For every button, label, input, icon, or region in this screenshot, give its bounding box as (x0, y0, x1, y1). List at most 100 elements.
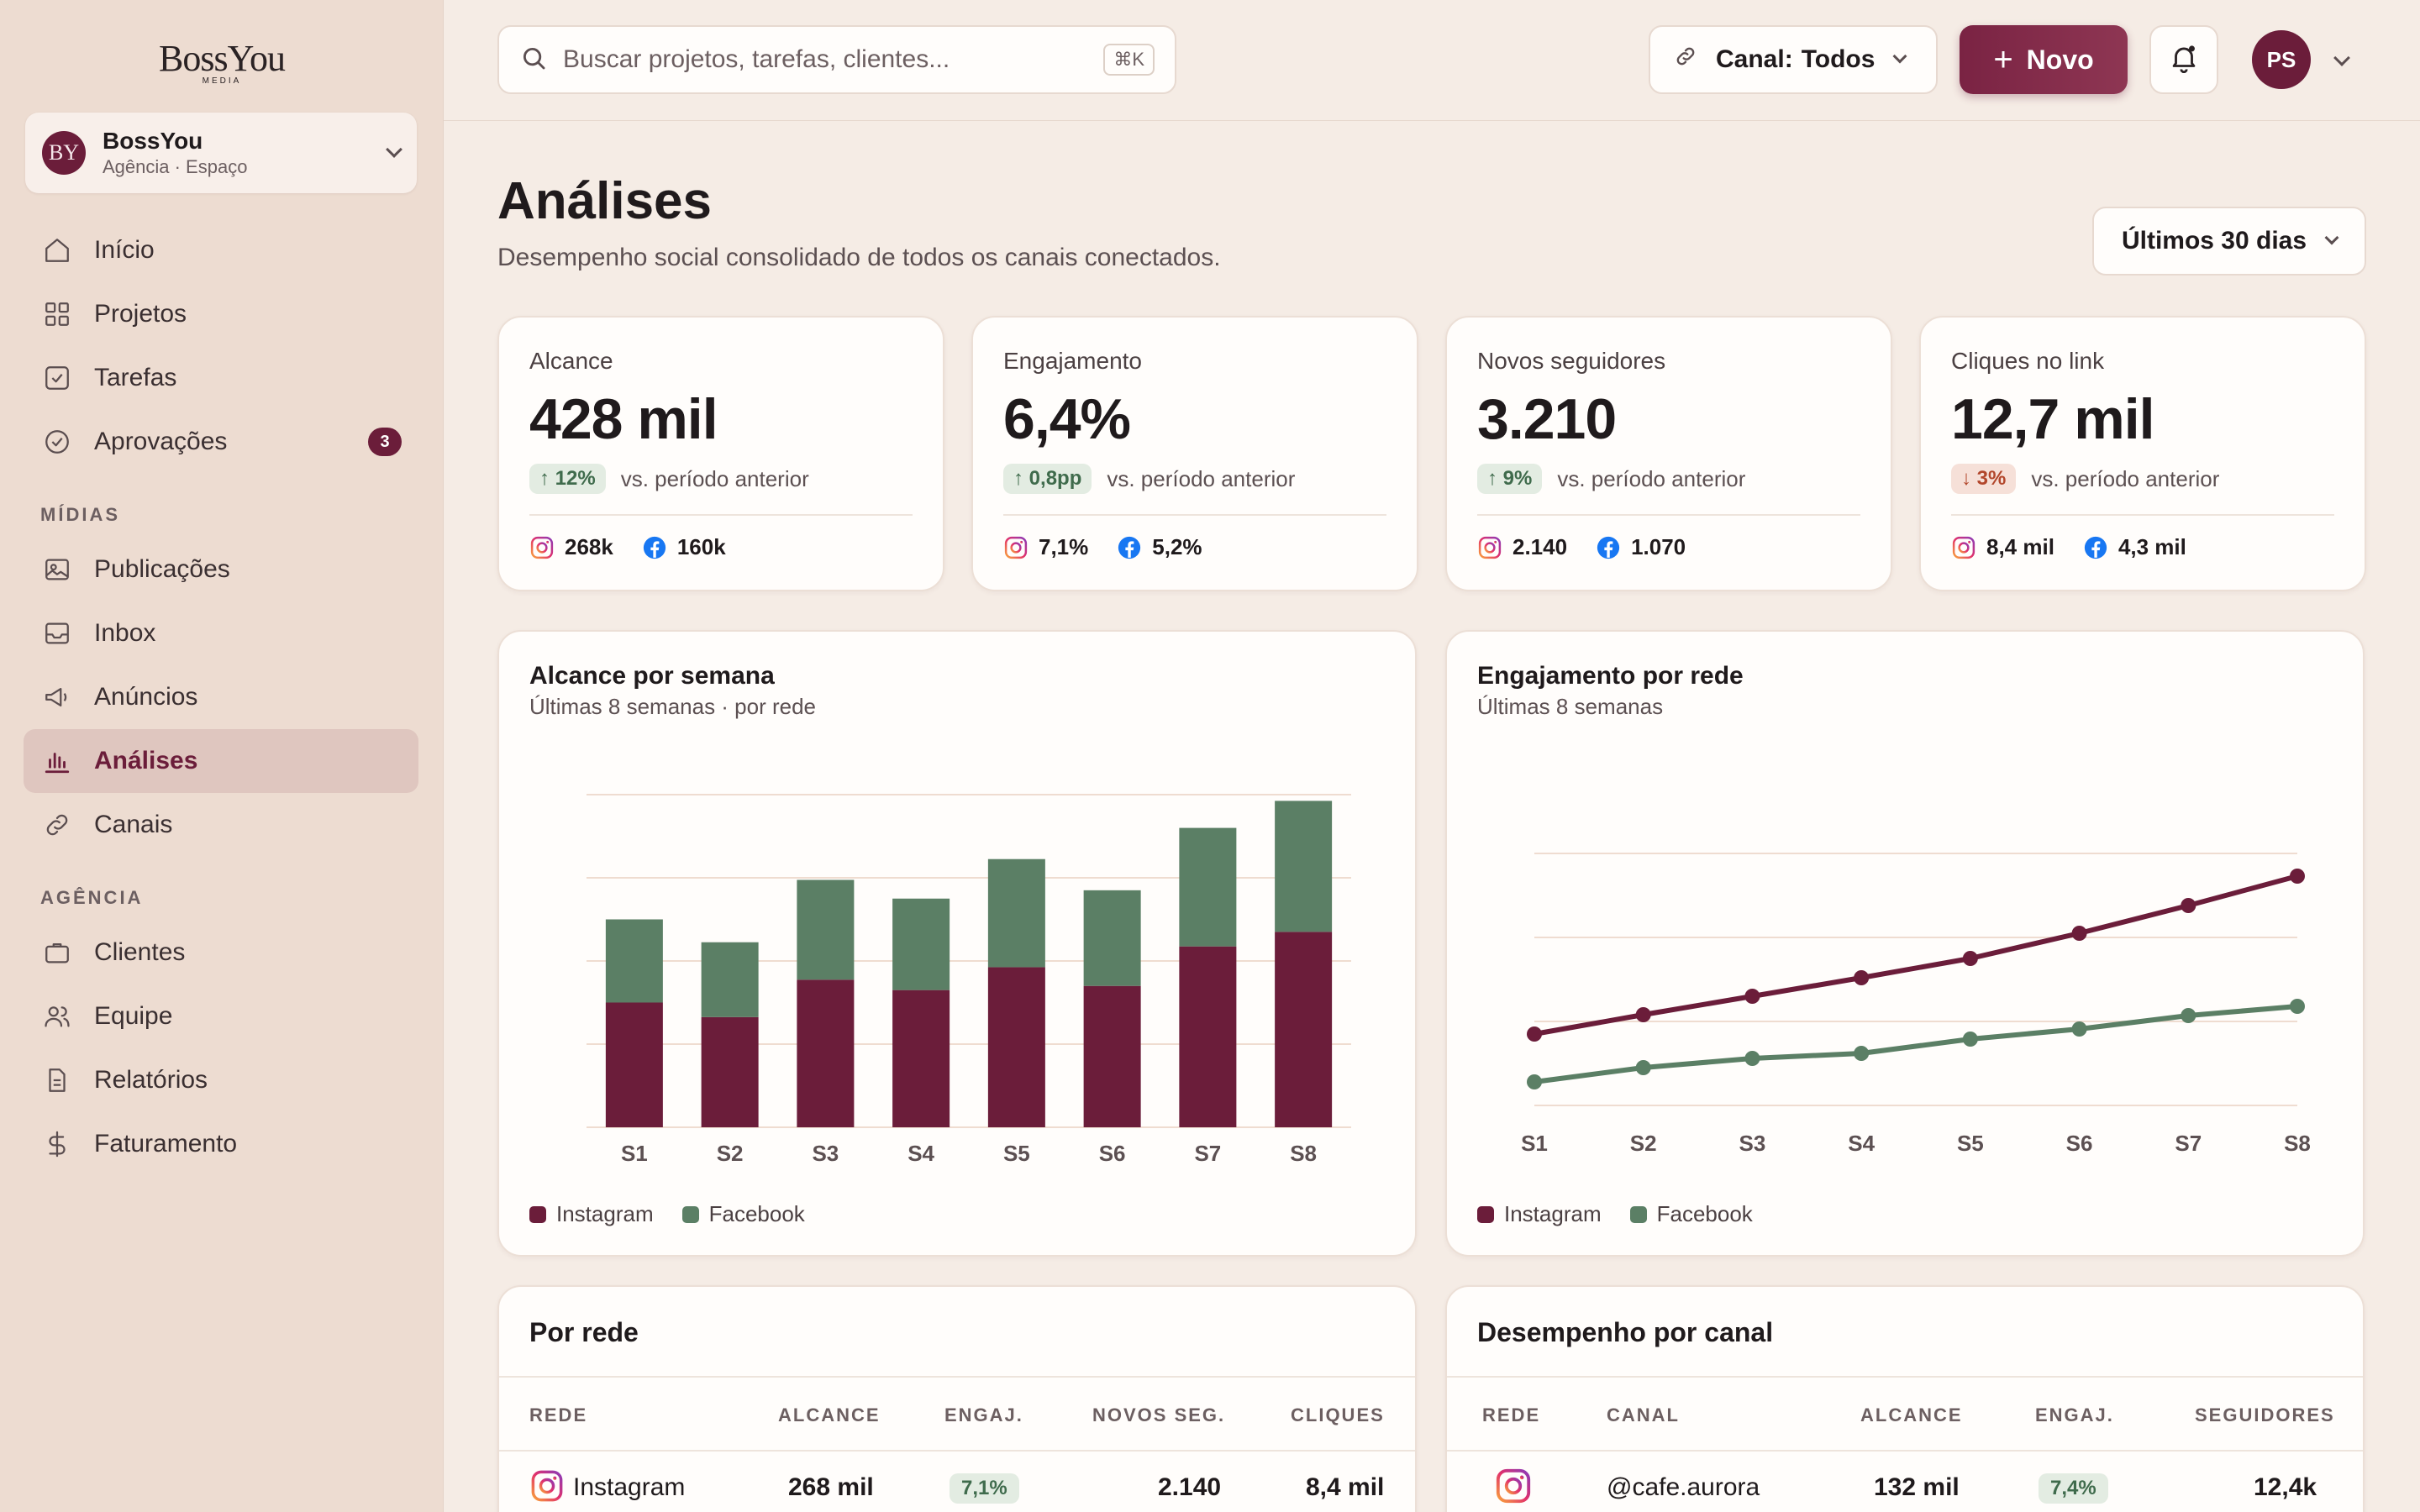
bar-instagram-s3[interactable] (797, 979, 855, 1127)
user-avatar[interactable]: PS (2252, 30, 2311, 89)
kpi-facebook-value: 160k (642, 534, 726, 560)
kpi-label: Alcance (529, 348, 613, 374)
nav-item-inbox[interactable]: Inbox (24, 601, 418, 665)
bar-facebook-s4[interactable] (892, 898, 950, 990)
point-facebook-s2[interactable] (1635, 1060, 1651, 1075)
kpi-card-engajamento: Engajamento 6,4% ↑ 0,8pp vs. período ant… (971, 316, 1418, 591)
point-instagram-s3[interactable] (1744, 989, 1760, 1004)
bar-facebook-s5[interactable] (987, 858, 1045, 968)
bar-instagram-s7[interactable] (1179, 946, 1237, 1127)
kpi-delta-value: 9% (1502, 467, 1533, 490)
legend-label: Facebook (708, 1201, 805, 1226)
column-header[interactable]: CANAL (1607, 1404, 1680, 1425)
bar-instagram-s8[interactable] (1275, 932, 1333, 1127)
kpi-delta-badge: ↑ 9% (1477, 464, 1543, 494)
chart-legend: Instagram Facebook (1477, 1201, 1781, 1227)
kpi-instagram-value: 2.140 (1477, 534, 1567, 560)
nav-item-label: Relatórios (94, 1066, 208, 1094)
link-icon (42, 810, 72, 840)
new-button[interactable]: + Novo (1960, 25, 2128, 94)
column-header[interactable]: ENGAJ. (944, 1404, 1023, 1425)
nav-item-projetos[interactable]: Projetos (24, 282, 418, 346)
point-instagram-s8[interactable] (2290, 869, 2305, 884)
search-input[interactable] (563, 45, 1104, 74)
kpi-compare-text: vs. período anterior (620, 465, 809, 491)
point-facebook-s7[interactable] (2181, 1008, 2196, 1023)
instagram-icon (530, 536, 554, 559)
bar-instagram-s4[interactable] (892, 990, 950, 1127)
bar-instagram-s1[interactable] (605, 1002, 663, 1128)
nav-item-equipe[interactable]: Equipe (24, 984, 418, 1048)
facebook-icon (1118, 536, 1141, 559)
x-tick-label: S6 (1099, 1141, 1126, 1166)
nav-item-tarefas[interactable]: Tarefas (24, 346, 418, 410)
column-header[interactable]: CLIQUES (1291, 1404, 1385, 1425)
date-range-dropdown[interactable]: Últimos 30 dias (2092, 207, 2366, 276)
point-instagram-s2[interactable] (1635, 1007, 1651, 1022)
column-header[interactable]: REDE (529, 1404, 588, 1425)
point-facebook-s3[interactable] (1744, 1051, 1760, 1066)
bar-instagram-s6[interactable] (1083, 985, 1141, 1127)
file-icon (42, 1065, 72, 1095)
table-header: REDE ALCANCE ENGAJ. NOVOS SEG. CLIQUES (499, 1376, 1415, 1452)
divider (1951, 514, 2334, 516)
section-label-agencia: AGÊNCIA (40, 887, 144, 908)
page-title: Análises (497, 172, 713, 230)
table-cell-engaj: 7,1% (950, 1473, 1019, 1504)
nav-item-aprovacoes[interactable]: Aprovações 3 (24, 410, 418, 474)
legend-label: Instagram (1504, 1201, 1602, 1226)
point-facebook-s8[interactable] (2290, 999, 2305, 1014)
nav-item-canais[interactable]: Canais (24, 793, 418, 857)
bar-facebook-s2[interactable] (701, 942, 759, 1017)
dollar-icon (42, 1129, 72, 1159)
bar-facebook-s7[interactable] (1179, 827, 1237, 947)
bar-instagram-s2[interactable] (701, 1016, 759, 1127)
nav-item-analises[interactable]: Análises (24, 729, 418, 793)
point-facebook-s6[interactable] (2071, 1021, 2087, 1037)
column-header[interactable]: SEGUIDORES (2195, 1404, 2335, 1425)
legend-item-instagram: Instagram (529, 1201, 654, 1227)
briefcase-icon (42, 937, 72, 968)
chart-title: Engajamento por rede (1477, 662, 1744, 690)
bar-facebook-s3[interactable] (797, 879, 855, 980)
point-instagram-s7[interactable] (2181, 898, 2196, 913)
bar-instagram-s5[interactable] (987, 967, 1045, 1127)
instagram-icon (1478, 536, 1502, 559)
column-header[interactable]: REDE (1482, 1404, 1541, 1425)
legend-label: Facebook (1656, 1201, 1753, 1226)
brand-logo[interactable]: BossYou MEDIA (0, 37, 444, 86)
grid-icon (42, 299, 72, 329)
canal-filter-dropdown[interactable]: Canal: Todos (1649, 25, 1938, 94)
arrow-up-icon: ↑ (539, 467, 550, 490)
bar-facebook-s6[interactable] (1083, 890, 1141, 986)
nav-item-inicio[interactable]: Início (24, 218, 418, 282)
point-instagram-s6[interactable] (2071, 926, 2087, 941)
column-header[interactable]: ALCANCE (778, 1404, 881, 1425)
point-facebook-s1[interactable] (1527, 1074, 1542, 1089)
table-cell-canal[interactable]: @cafe.aurora (1607, 1473, 1760, 1501)
point-facebook-s4[interactable] (1854, 1046, 1870, 1061)
arrow-down-icon: ↓ (1961, 467, 1971, 490)
notifications-button[interactable] (2149, 25, 2218, 94)
bar-facebook-s8[interactable] (1275, 801, 1333, 932)
point-instagram-s5[interactable] (1962, 951, 1978, 966)
point-instagram-s4[interactable] (1854, 970, 1870, 985)
column-header[interactable]: ENGAJ. (2035, 1404, 2114, 1425)
column-header[interactable]: NOVOS SEG. (1092, 1404, 1226, 1425)
nav-item-clientes[interactable]: Clientes (24, 921, 418, 984)
workspace-switcher[interactable]: BY BossYou Agência · Espaço (25, 113, 417, 193)
point-facebook-s5[interactable] (1962, 1032, 1978, 1047)
search-box[interactable]: ⌘K (497, 25, 1176, 94)
canal-filter-value: Todos (1801, 45, 1876, 73)
nav-item-relatorios[interactable]: Relatórios (24, 1048, 418, 1112)
table-cell-rede: Instagram (573, 1473, 686, 1501)
bar-facebook-s1[interactable] (605, 919, 663, 1003)
column-header[interactable]: ALCANCE (1860, 1404, 1963, 1425)
nav-item-publicacoes[interactable]: Publicações (24, 538, 418, 601)
workspace-subtitle: Agência · Espaço (103, 156, 248, 177)
nav-item-faturamento[interactable]: Faturamento (24, 1112, 418, 1176)
kpi-delta-value: 0,8pp (1028, 467, 1082, 490)
chevron-down-icon[interactable] (2333, 50, 2350, 66)
point-instagram-s1[interactable] (1527, 1026, 1542, 1042)
nav-item-anuncios[interactable]: Anúncios (24, 665, 418, 729)
